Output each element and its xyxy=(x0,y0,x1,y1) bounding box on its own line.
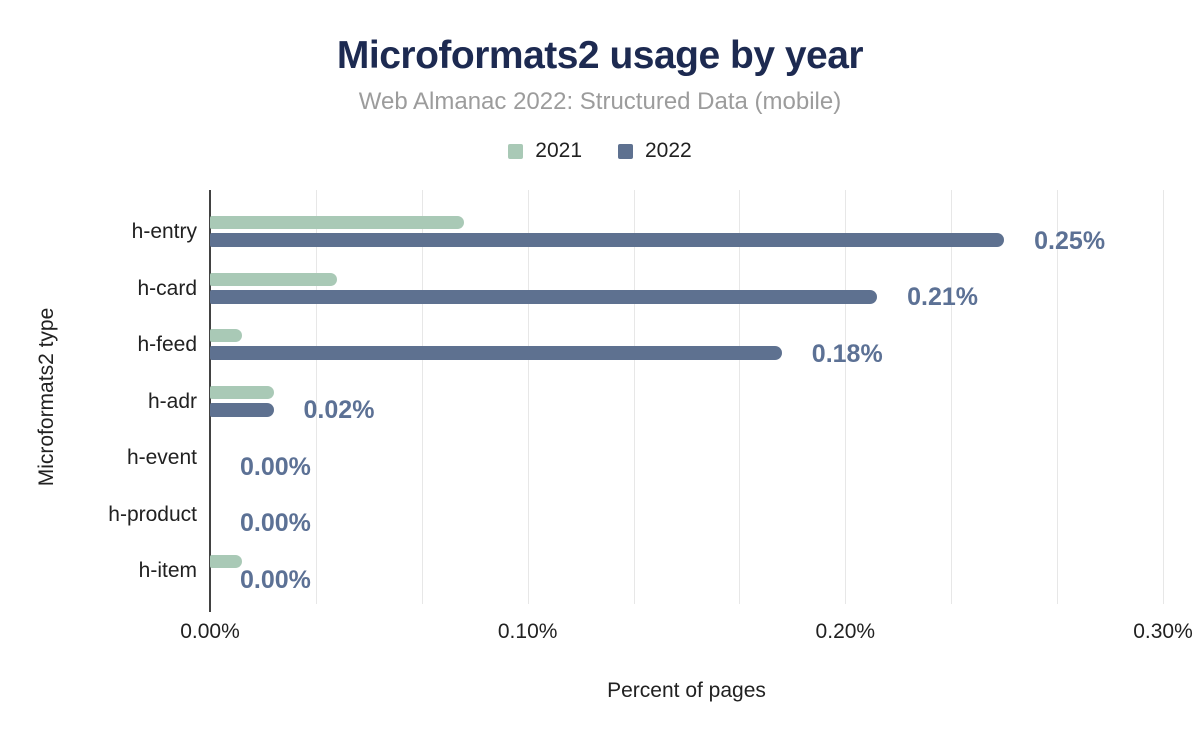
gridline xyxy=(739,190,741,604)
bar-2022-h-feed[interactable] xyxy=(210,346,782,360)
gridline xyxy=(951,190,953,604)
legend-swatch-2021 xyxy=(508,143,524,159)
bar-2021-h-feed[interactable] xyxy=(210,329,242,342)
category-axis: h-entry h-card h-feed h-adr h-event h-product… xyxy=(0,190,197,604)
category-label-h-feed: h-feed xyxy=(137,333,197,356)
plot-area: 0.25% 0.21% 0.18% 0.02% 0.00% 0.00% 0.00% xyxy=(209,190,1164,612)
legend: 2021 2022 xyxy=(0,139,1200,163)
value-label-h-item: 0.00% xyxy=(240,565,311,594)
category-label-h-entry: h-entry xyxy=(131,220,197,243)
bar-2021-h-adr[interactable] xyxy=(210,385,274,399)
legend-item-2021[interactable]: 2021 xyxy=(508,139,582,163)
gridline xyxy=(527,190,529,604)
x-tick-label: 0.20% xyxy=(815,620,876,643)
category-label-h-event: h-event xyxy=(126,446,197,469)
x-axis-title: Percent of pages xyxy=(607,679,766,702)
bar-2021-h-item[interactable] xyxy=(210,555,242,568)
value-label-h-product: 0.00% xyxy=(240,509,311,537)
legend-label-2021: 2021 xyxy=(535,139,582,162)
value-label-h-adr: 0.02% xyxy=(303,396,375,424)
bar-2022-h-card[interactable] xyxy=(210,289,878,304)
gridline xyxy=(1163,190,1164,604)
x-tick-label: 0.10% xyxy=(497,620,558,643)
value-label-h-card: 0.21% xyxy=(907,283,978,311)
gridline xyxy=(633,190,635,604)
category-label-h-item: h-item xyxy=(138,559,197,582)
x-tick-label: 0.00% xyxy=(180,620,240,643)
gridline xyxy=(1057,190,1059,604)
gridline xyxy=(421,190,423,604)
value-label-h-entry: 0.25% xyxy=(1034,226,1106,255)
legend-swatch-2022 xyxy=(618,143,633,159)
value-label-h-feed: 0.18% xyxy=(811,339,883,368)
legend-item-2022[interactable]: 2022 xyxy=(618,139,692,163)
category-label-h-adr: h-adr xyxy=(147,389,197,413)
x-tick-label: 0.30% xyxy=(1133,620,1193,643)
gridline xyxy=(845,190,847,604)
y-axis-line xyxy=(209,190,211,612)
chart-subtitle: Web Almanac 2022: Structured Data (mobil… xyxy=(358,88,842,115)
bar-2021-h-card[interactable] xyxy=(210,272,338,286)
category-label-h-product: h-product xyxy=(108,502,197,526)
legend-label-2022: 2022 xyxy=(645,139,692,162)
bar-2022-h-adr[interactable] xyxy=(210,402,274,417)
bar-2021-h-entry[interactable] xyxy=(210,216,465,229)
y-axis-title: Microformats2 type xyxy=(35,307,58,487)
bar-2022-h-entry[interactable] xyxy=(210,233,1005,247)
gridline xyxy=(315,190,317,604)
category-label-h-card: h-card xyxy=(137,276,197,300)
value-label-h-event: 0.00% xyxy=(240,452,311,481)
chart-title: Microformats2 usage by year xyxy=(336,34,864,77)
